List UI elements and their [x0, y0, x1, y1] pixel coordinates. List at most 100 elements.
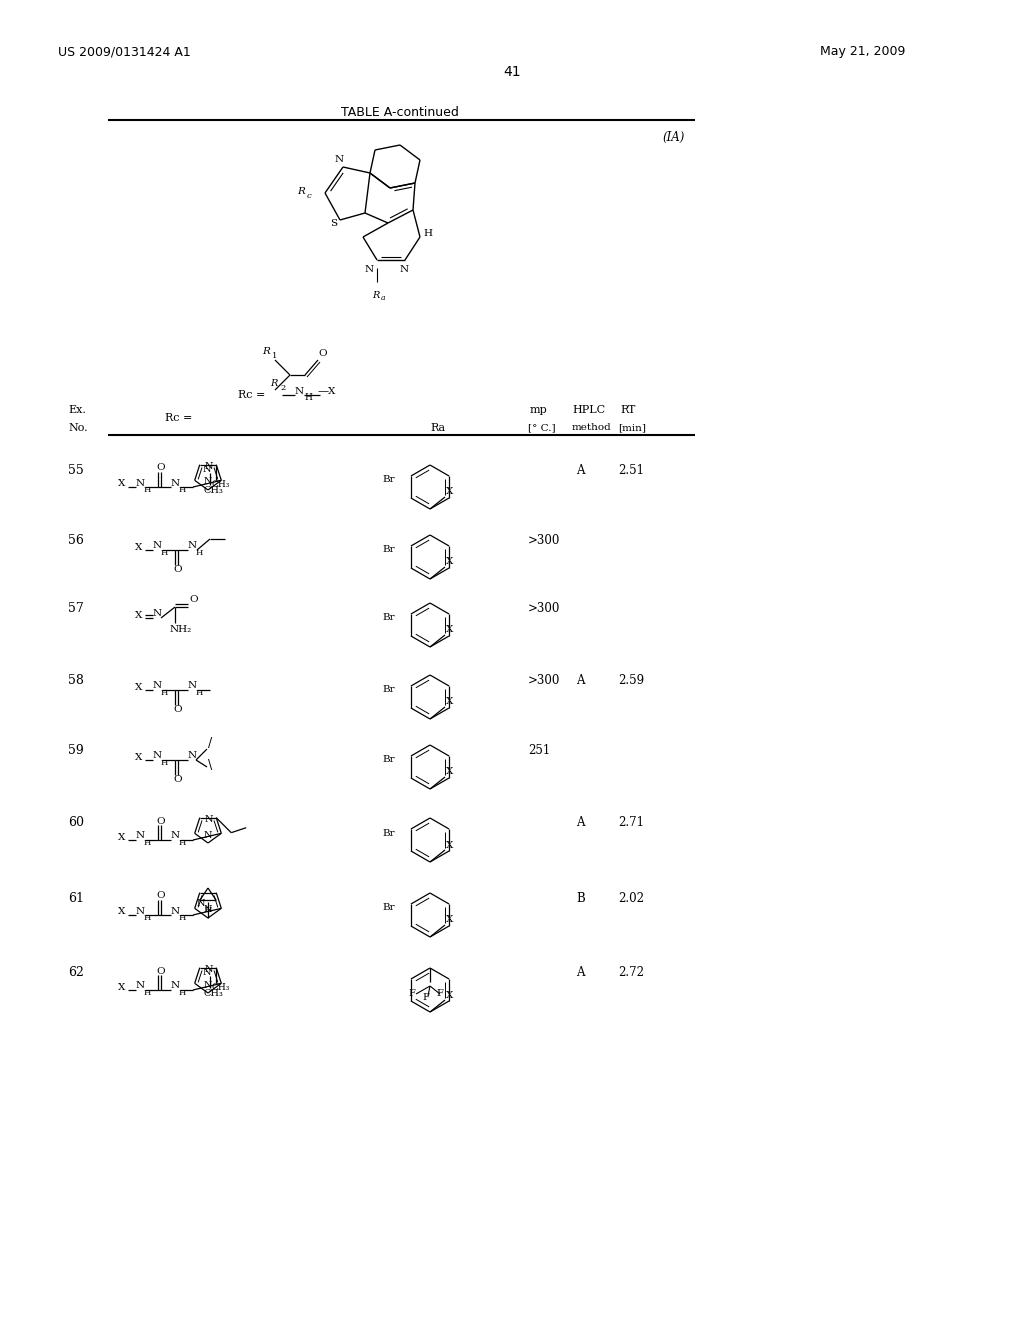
Text: N: N — [153, 610, 162, 619]
Text: X: X — [118, 833, 125, 842]
Text: N: N — [335, 154, 344, 164]
Text: F: F — [408, 990, 415, 998]
Text: 59: 59 — [68, 743, 84, 756]
Text: N: N — [202, 465, 211, 474]
Text: X: X — [446, 697, 454, 706]
Text: N: N — [136, 907, 145, 916]
Text: mp: mp — [530, 405, 548, 414]
Text: Br: Br — [383, 614, 395, 623]
Text: 62: 62 — [68, 966, 84, 979]
Text: 1: 1 — [272, 352, 278, 360]
Text: N: N — [171, 907, 180, 916]
Text: A: A — [575, 673, 585, 686]
Text: O: O — [156, 966, 165, 975]
Text: CH₃: CH₃ — [211, 480, 229, 490]
Text: [min]: [min] — [618, 424, 646, 433]
Text: N: N — [136, 982, 145, 990]
Text: H: H — [144, 840, 152, 847]
Text: Br: Br — [383, 903, 395, 912]
Text: Br: Br — [383, 475, 395, 484]
Text: O: O — [173, 705, 181, 714]
Text: O: O — [189, 595, 198, 605]
Text: 55: 55 — [68, 463, 84, 477]
Text: N: N — [197, 899, 205, 908]
Text: X: X — [446, 916, 454, 924]
Text: 58: 58 — [68, 673, 84, 686]
Text: c: c — [307, 191, 311, 201]
Text: R: R — [262, 347, 270, 356]
Text: method: method — [572, 424, 611, 433]
Text: X: X — [446, 626, 454, 635]
Text: >300: >300 — [528, 533, 560, 546]
Text: H: H — [179, 989, 186, 997]
Text: TABLE A-continued: TABLE A-continued — [341, 106, 459, 119]
Text: O: O — [156, 891, 165, 900]
Text: R: R — [270, 380, 278, 388]
Text: 2.72: 2.72 — [618, 966, 644, 979]
Text: F: F — [436, 990, 442, 998]
Text: X: X — [118, 982, 125, 991]
Text: 2.71: 2.71 — [618, 817, 644, 829]
Text: —: — — [318, 385, 329, 396]
Text: H: H — [161, 689, 168, 697]
Text: 2: 2 — [280, 384, 286, 392]
Text: N: N — [136, 479, 145, 487]
Text: O: O — [173, 565, 181, 573]
Text: H: H — [196, 549, 204, 557]
Text: N: N — [204, 965, 213, 974]
Text: H: H — [161, 759, 168, 767]
Text: N: N — [188, 751, 198, 760]
Text: N: N — [204, 478, 213, 487]
Text: [° C.]: [° C.] — [528, 424, 556, 433]
Text: N: N — [171, 982, 180, 990]
Text: 251: 251 — [528, 743, 550, 756]
Text: 2.59: 2.59 — [618, 673, 644, 686]
Text: N: N — [153, 681, 162, 690]
Text: >300: >300 — [528, 602, 560, 615]
Text: Ra: Ra — [430, 422, 445, 433]
Text: CH₃: CH₃ — [203, 989, 223, 998]
Text: /: / — [208, 737, 212, 750]
Text: X: X — [135, 682, 142, 692]
Text: N: N — [400, 264, 410, 273]
Text: A: A — [575, 966, 585, 979]
Text: No.: No. — [68, 422, 88, 433]
Text: H: H — [144, 989, 152, 997]
Text: Br: Br — [383, 829, 395, 837]
Text: A: A — [575, 817, 585, 829]
Text: O: O — [156, 463, 165, 473]
Text: May 21, 2009: May 21, 2009 — [820, 45, 905, 58]
Text: X: X — [446, 841, 454, 850]
Text: Br: Br — [383, 545, 395, 554]
Text: N: N — [171, 832, 180, 841]
Text: H: H — [304, 393, 312, 403]
Text: H: H — [179, 840, 186, 847]
Text: >300: >300 — [528, 673, 560, 686]
Text: 56: 56 — [68, 533, 84, 546]
Text: H: H — [205, 907, 212, 915]
Text: O: O — [173, 775, 181, 784]
Text: 61: 61 — [68, 891, 84, 904]
Text: N: N — [153, 541, 162, 550]
Text: N: N — [204, 816, 213, 824]
Text: a: a — [381, 294, 385, 302]
Text: X: X — [135, 543, 142, 552]
Text: O: O — [156, 817, 165, 825]
Text: F: F — [422, 994, 429, 1002]
Text: N: N — [204, 906, 213, 915]
Text: H: H — [161, 549, 168, 557]
Text: S: S — [330, 219, 337, 227]
Text: Rc =: Rc = — [165, 413, 193, 422]
Text: A: A — [575, 463, 585, 477]
Text: X: X — [446, 990, 454, 999]
Text: X: X — [446, 767, 454, 776]
Text: H: H — [196, 689, 204, 697]
Text: Ex.: Ex. — [68, 405, 86, 414]
Text: N: N — [204, 981, 213, 990]
Text: H: H — [144, 913, 152, 921]
Text: X: X — [328, 387, 336, 396]
Text: 57: 57 — [68, 602, 84, 615]
Text: N: N — [204, 462, 213, 471]
Text: 41: 41 — [503, 65, 521, 79]
Text: N: N — [188, 681, 198, 690]
